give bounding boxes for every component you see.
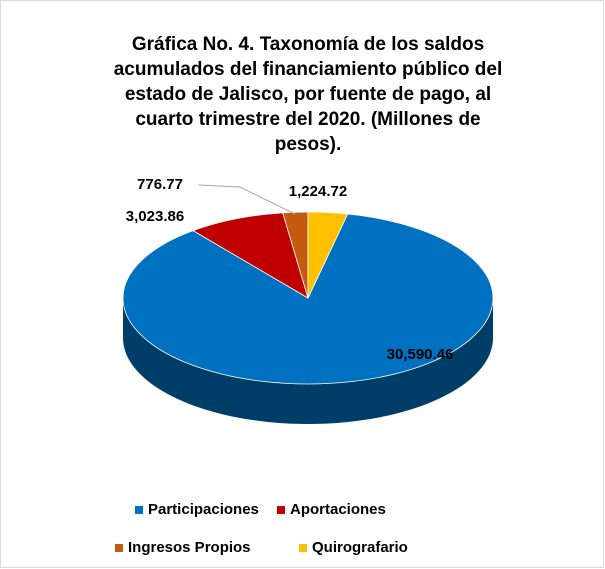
- legend-label: Participaciones: [148, 501, 259, 518]
- chart-title: cuarto trimestre del 2020. (Millones de: [135, 109, 480, 130]
- legend-marker: [277, 506, 285, 514]
- pie-slice: [192, 212, 309, 299]
- pie-slice: [307, 211, 349, 299]
- legend-marker: [135, 506, 143, 514]
- chart-title: estado de Jalisco, por fuente de pago, a…: [125, 84, 491, 105]
- chart-title: pesos).: [275, 134, 342, 155]
- chart-title: acumulados del financiamiento público de…: [114, 59, 503, 80]
- pie-side: [123, 298, 493, 424]
- chart-title: Gráfica No. 4. Taxonomía de los saldos: [132, 34, 484, 55]
- data-label: 776.77: [137, 176, 183, 193]
- data-label: 1,224.72: [289, 183, 347, 200]
- pie-slice: [122, 213, 494, 385]
- data-label: 30,590.46: [387, 346, 454, 363]
- legend-label: Ingresos Propios: [128, 539, 251, 556]
- legend-marker: [115, 544, 123, 552]
- legend-label: Quirografario: [312, 539, 408, 556]
- data-label: 3,023.86: [126, 208, 184, 225]
- legend-marker: [299, 544, 307, 552]
- leader-line: [197, 184, 296, 215]
- legend-label: Aportaciones: [290, 501, 386, 518]
